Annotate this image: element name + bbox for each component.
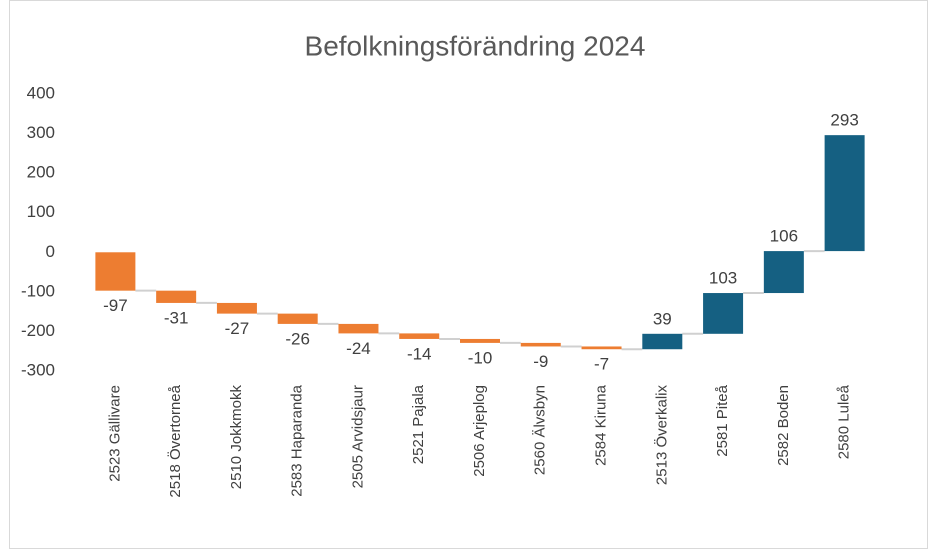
x-tick-label: 2523 Gällivare bbox=[106, 385, 123, 482]
value-label: 39 bbox=[653, 309, 672, 328]
bar bbox=[399, 333, 440, 339]
value-label: -14 bbox=[407, 344, 432, 363]
y-tick-label: -100 bbox=[21, 281, 55, 300]
bar bbox=[460, 338, 500, 343]
y-tick-label: 0 bbox=[46, 242, 55, 261]
x-tick-label: 2581 Piteå bbox=[714, 384, 731, 456]
bar bbox=[277, 313, 318, 324]
bar bbox=[520, 342, 561, 347]
x-tick-label: 2584 Kiruna bbox=[593, 384, 610, 466]
value-label: -97 bbox=[103, 296, 128, 315]
value-label: 103 bbox=[709, 269, 737, 288]
value-label: 106 bbox=[770, 227, 798, 246]
value-label: -24 bbox=[346, 339, 371, 358]
x-tick-label: 2582 Boden bbox=[775, 385, 792, 466]
chart-title: Befolkningsförändring 2024 bbox=[305, 30, 646, 61]
x-tick-label: 2506 Arjeplog bbox=[471, 385, 488, 477]
y-tick-label: 200 bbox=[27, 163, 55, 182]
x-tick-label: 2510 Jokkmokk bbox=[228, 385, 245, 490]
y-tick-label: -200 bbox=[21, 321, 55, 340]
y-tick-label: 400 bbox=[27, 83, 55, 102]
value-label: -27 bbox=[225, 319, 250, 338]
y-tick-label: -300 bbox=[21, 360, 55, 379]
x-tick-label: 2505 Arvidsjaur bbox=[349, 385, 366, 488]
bar bbox=[95, 252, 136, 291]
x-tick-label: 2518 Övertorneå bbox=[166, 384, 184, 497]
y-tick-label: 100 bbox=[27, 202, 55, 221]
value-label: -26 bbox=[285, 329, 310, 348]
bar bbox=[216, 302, 257, 314]
bar bbox=[581, 346, 622, 350]
bar bbox=[642, 333, 683, 350]
bar bbox=[824, 135, 865, 252]
value-label: -31 bbox=[164, 308, 189, 327]
value-label: -9 bbox=[533, 352, 548, 371]
bar bbox=[703, 293, 744, 334]
value-label: -7 bbox=[594, 355, 609, 374]
x-tick-label: 2580 Luleå bbox=[836, 384, 853, 459]
x-tick-label: 2560 Älvsbyn bbox=[532, 385, 549, 475]
bar bbox=[156, 290, 197, 303]
x-tick-label: 2583 Haparanda bbox=[289, 384, 306, 496]
y-tick-label: 300 bbox=[27, 123, 55, 142]
x-tick-label: 2513 Överkalix bbox=[652, 385, 670, 486]
value-label: -10 bbox=[468, 348, 493, 367]
bar bbox=[338, 323, 379, 334]
x-tick-label: 2521 Pajala bbox=[410, 384, 427, 464]
bar bbox=[763, 251, 804, 294]
value-label: 293 bbox=[830, 111, 858, 130]
